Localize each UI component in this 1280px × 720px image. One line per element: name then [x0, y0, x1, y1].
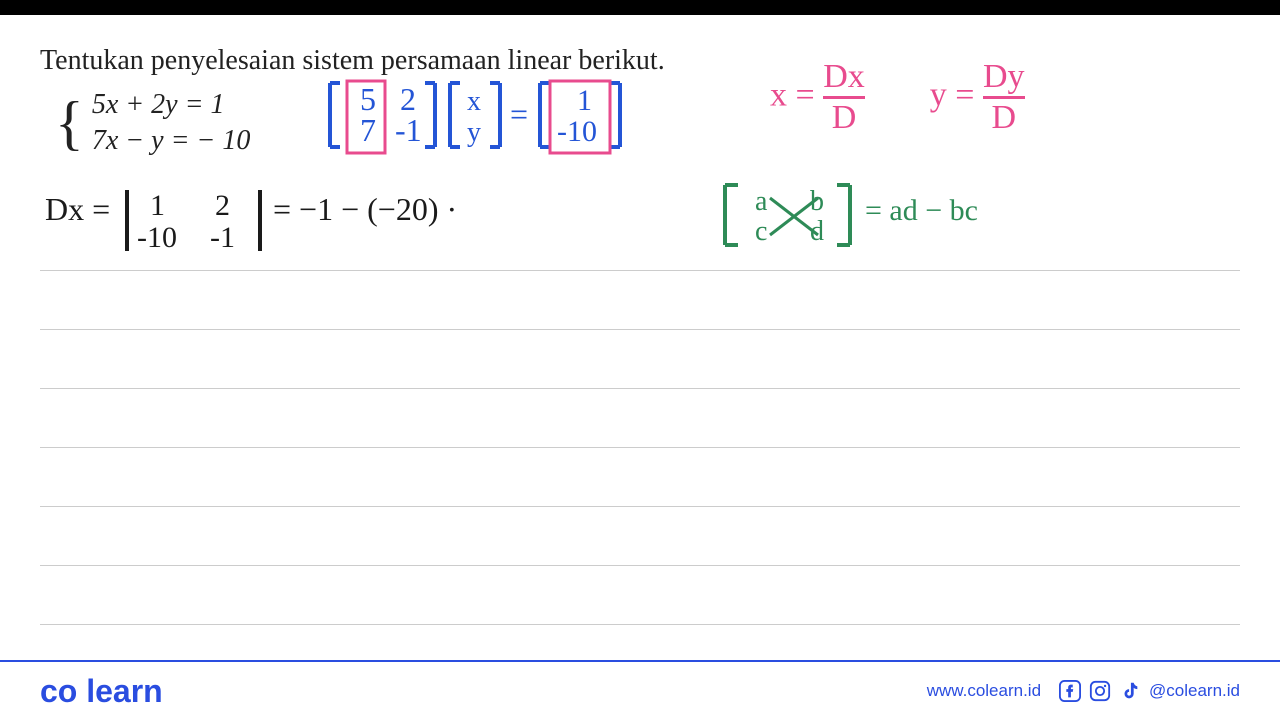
dx-label: Dx =	[45, 191, 110, 227]
brace-icon: {	[55, 99, 84, 147]
rule-line	[40, 447, 1240, 448]
social-handle: @colearn.id	[1149, 681, 1240, 701]
dx-calculation: Dx = 1 2 -10 -1 = −1 − (−20) ·	[45, 185, 525, 273]
svg-text:-1: -1	[210, 221, 235, 254]
rule-line	[40, 270, 1240, 271]
logo-dot-icon	[77, 673, 86, 709]
svg-text:-10: -10	[137, 221, 177, 254]
det-result: = ad − bc	[865, 194, 978, 227]
tiktok-icon	[1119, 680, 1141, 702]
dx-result: = −1 − (−20) ·	[273, 191, 457, 227]
instagram-icon	[1089, 680, 1111, 702]
m-b1: 1	[577, 84, 592, 117]
ruled-lines	[40, 270, 1240, 683]
facebook-icon	[1059, 680, 1081, 702]
m-x: x	[467, 86, 481, 117]
svg-text:=: =	[510, 96, 528, 132]
rule-line	[40, 506, 1240, 507]
det-svg: a b c d = ad − bc	[720, 180, 1070, 260]
rule-line	[40, 329, 1240, 330]
svg-text:2: 2	[215, 189, 230, 222]
rule-line	[40, 388, 1240, 389]
svg-text:c: c	[755, 216, 767, 247]
svg-text:a: a	[755, 186, 768, 217]
problem-title: Tentukan penyelesaian sistem persamaan l…	[40, 45, 1240, 77]
social-icons: @colearn.id	[1059, 680, 1240, 702]
matrix-svg: 5 2 7 -1 x y = 1 -10	[325, 75, 705, 165]
dx-svg: Dx = 1 2 -10 -1 = −1 − (−20) ·	[45, 185, 525, 265]
logo: co learn	[40, 673, 163, 710]
cramer-formulas: x = Dx D y = Dy D	[770, 58, 1025, 137]
matrix-equation: 5 2 7 -1 x y = 1 -10	[325, 75, 705, 173]
footer-url: www.colearn.id	[927, 681, 1041, 701]
footer-right: www.colearn.id @colearn.id	[927, 680, 1240, 702]
system-equations: { 5x + 2y = 1 7x − y = − 10	[55, 87, 250, 160]
rule-line	[40, 624, 1240, 625]
equation-2: 7x − y = − 10	[92, 123, 251, 159]
m-b2: -10	[557, 115, 597, 148]
determinant-formula: a b c d = ad − bc	[720, 180, 1070, 268]
m-a22: -1	[395, 112, 422, 148]
svg-text:1: 1	[150, 189, 165, 222]
y-formula: y = Dy D	[930, 58, 1025, 137]
equation-1: 5x + 2y = 1	[92, 87, 251, 123]
m-y: y	[467, 117, 481, 148]
content-area: Tentukan penyelesaian sistem persamaan l…	[0, 0, 1280, 660]
footer: co learn www.colearn.id @colearn.id	[0, 660, 1280, 720]
x-formula: x = Dx D	[770, 58, 865, 137]
rule-line	[40, 565, 1240, 566]
m-a21: 7	[360, 112, 376, 148]
